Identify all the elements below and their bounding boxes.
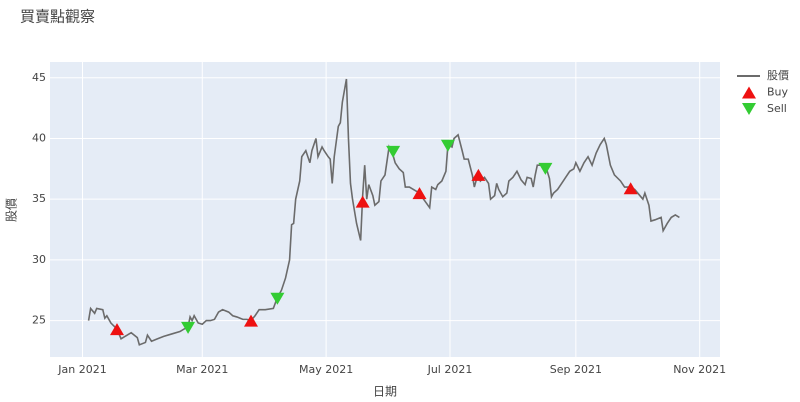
sell-marker [386, 145, 401, 158]
x-tick-label: Sep 2021 [550, 363, 602, 376]
x-tick-label: Mar 2021 [176, 363, 228, 376]
grid [50, 62, 720, 357]
y-axis-label: 股價 [5, 198, 19, 222]
legend-label: Buy [767, 86, 789, 99]
legend-label: Sell [767, 102, 787, 115]
y-tick-label: 25 [32, 314, 46, 327]
legend-swatch [742, 86, 756, 99]
buy-marker [623, 182, 638, 195]
legend-swatch [742, 103, 756, 115]
sell-marker [440, 139, 455, 152]
chart-title: 買賣點觀察 [20, 8, 95, 26]
sell-marker [181, 321, 196, 334]
x-axis-label: 日期 [373, 385, 397, 399]
plot-area [50, 62, 720, 357]
buy-marker [471, 168, 486, 181]
price-line [87, 78, 680, 346]
y-tick-label: 40 [32, 131, 46, 144]
sell-marker [270, 292, 285, 305]
x-tick-label: Jul 2021 [427, 363, 473, 376]
y-tick-label: 30 [32, 253, 46, 266]
sell-marker [538, 162, 553, 175]
x-tick-label: May 2021 [299, 363, 353, 376]
x-tick-label: Jan 2021 [57, 363, 106, 376]
y-tick-label: 45 [32, 71, 46, 84]
legend-label: 股價 [767, 68, 789, 82]
buy-marker [412, 187, 427, 200]
x-tick-label: Nov 2021 [673, 363, 726, 376]
buy-marker [244, 314, 258, 327]
buy-marker [355, 195, 370, 208]
y-tick-label: 35 [32, 192, 46, 205]
buy-marker [110, 323, 124, 336]
